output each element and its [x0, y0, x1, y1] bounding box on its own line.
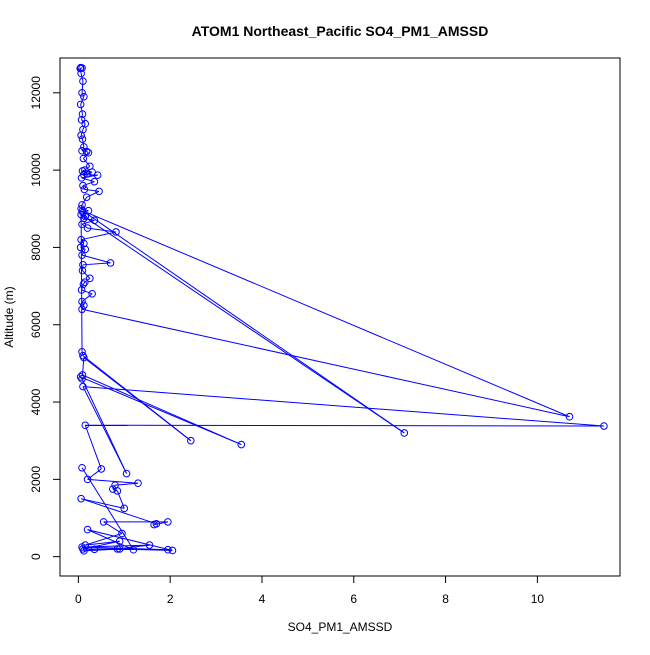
- data-point: [80, 383, 87, 390]
- series-line-segment: [81, 215, 404, 433]
- y-tick-label: 12000: [29, 76, 43, 110]
- data-point: [89, 291, 96, 298]
- data-point: [135, 480, 142, 487]
- data-point: [79, 136, 86, 143]
- plot-area-frame: [60, 58, 620, 576]
- data-point: [78, 70, 85, 77]
- data-point: [94, 172, 101, 179]
- data-point: [84, 225, 91, 232]
- data-point: [165, 519, 172, 526]
- y-tick-label: 6000: [29, 311, 43, 338]
- data-point: [91, 546, 98, 553]
- data-point: [78, 211, 85, 218]
- data-point: [84, 526, 91, 533]
- data-point: [91, 178, 98, 185]
- data-point: [107, 260, 114, 267]
- data-point: [77, 101, 84, 108]
- series-line-segment: [85, 425, 604, 426]
- x-tick-label: 8: [442, 592, 449, 606]
- x-tick-label: 0: [75, 592, 82, 606]
- data-point: [401, 430, 408, 437]
- series-line-segment: [82, 309, 569, 416]
- series-line-segment: [81, 499, 156, 524]
- series-line-segment: [82, 211, 569, 417]
- data-point: [78, 495, 85, 502]
- data-point: [79, 464, 86, 471]
- y-axis: 0 2000 4000 6000 8000 10000 12000: [29, 76, 60, 560]
- series-line-segment: [81, 377, 242, 445]
- data-point: [114, 488, 121, 495]
- series-line-segment: [82, 255, 110, 263]
- series-line-segment: [83, 263, 111, 265]
- data-point: [78, 287, 85, 294]
- series-layer: [77, 64, 607, 554]
- series-line-segment: [82, 211, 404, 433]
- data-point: [98, 466, 105, 473]
- data-point: [123, 470, 130, 477]
- data-point: [146, 542, 153, 549]
- data-point: [96, 188, 103, 195]
- data-point: [81, 548, 88, 555]
- data-point: [79, 267, 86, 274]
- data-point: [85, 149, 92, 156]
- data-point: [121, 505, 128, 512]
- data-point: [130, 546, 137, 553]
- data-point: [78, 175, 85, 182]
- x-axis-title: SO4_PM1_AMSSD: [288, 620, 393, 634]
- chart-title: ATOM1 Northeast_Pacific SO4_PM1_AMSSD: [192, 23, 489, 39]
- x-tick-label: 6: [350, 592, 357, 606]
- x-tick-label: 10: [531, 592, 545, 606]
- data-point: [79, 252, 86, 259]
- data-point: [188, 437, 195, 444]
- data-point: [84, 476, 91, 483]
- data-point: [82, 422, 89, 429]
- data-point: [169, 547, 176, 554]
- series-line-segment: [83, 387, 604, 426]
- data-point: [238, 441, 245, 448]
- x-tick-label: 4: [259, 592, 266, 606]
- y-tick-label: 0: [29, 553, 43, 560]
- data-point: [83, 194, 90, 201]
- y-tick-label: 4000: [29, 388, 43, 415]
- data-point: [119, 530, 126, 537]
- y-tick-label: 2000: [29, 466, 43, 493]
- data-point: [80, 155, 87, 162]
- data-point: [79, 376, 86, 383]
- data-point: [601, 423, 608, 430]
- data-point: [80, 78, 87, 85]
- data-point: [116, 538, 123, 545]
- data-point: [151, 521, 158, 528]
- series-line-segment: [83, 387, 127, 474]
- data-point: [116, 546, 123, 553]
- y-tick-label: 10000: [29, 153, 43, 187]
- x-axis: 0 2 4 6 8 10: [75, 576, 544, 606]
- series-line-segment: [85, 425, 101, 469]
- y-axis-title: Altitude (m): [2, 286, 16, 347]
- data-point: [91, 217, 98, 224]
- x-tick-label: 2: [167, 592, 174, 606]
- data-point: [100, 519, 107, 526]
- data-point: [113, 229, 120, 236]
- y-tick-label: 8000: [29, 234, 43, 261]
- series-line-segment: [81, 232, 116, 240]
- data-point: [81, 354, 88, 361]
- data-point: [79, 306, 86, 313]
- data-point: [566, 413, 573, 420]
- data-point: [81, 186, 88, 193]
- data-point: [81, 93, 88, 100]
